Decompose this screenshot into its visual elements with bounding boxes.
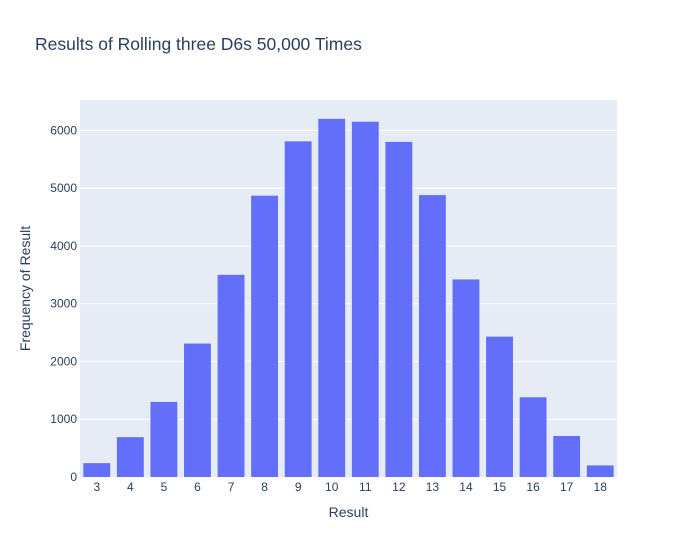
x-tick-label: 7 <box>228 480 235 494</box>
y-axis-ticks: 0 1000 2000 3000 4000 5000 6000 <box>50 123 77 484</box>
bars <box>83 118 614 477</box>
bar-10 <box>318 118 346 477</box>
x-tick-label: 5 <box>161 480 168 494</box>
y-tick-label: 6000 <box>50 123 77 137</box>
x-axis-title: Result <box>329 504 369 520</box>
bar-5 <box>150 401 178 477</box>
x-tick-label: 9 <box>295 480 302 494</box>
bar-8 <box>251 195 279 477</box>
x-tick-label: 18 <box>594 480 608 494</box>
y-axis-title: Frequency of Result <box>17 226 33 351</box>
bar-11 <box>351 121 379 477</box>
x-tick-label: 15 <box>493 480 507 494</box>
x-tick-label: 10 <box>325 480 339 494</box>
y-tick-label: 1000 <box>50 412 77 426</box>
x-tick-label: 6 <box>194 480 201 494</box>
bar-6 <box>184 343 211 477</box>
y-tick-label: 0 <box>70 470 77 484</box>
y-tick-label: 5000 <box>50 181 77 195</box>
x-tick-label: 11 <box>359 480 372 494</box>
x-axis-ticks: 3 4 5 6 7 8 9 10 11 12 13 14 15 16 17 18 <box>93 480 607 494</box>
x-tick-label: 4 <box>127 480 134 494</box>
bar-18 <box>586 465 614 477</box>
x-tick-label: 14 <box>459 480 473 494</box>
bar-13 <box>418 195 446 477</box>
y-tick-label: 4000 <box>50 239 77 253</box>
bar-15 <box>486 336 513 477</box>
bar-14 <box>452 279 480 477</box>
bar-9 <box>284 141 312 477</box>
bar-7 <box>217 274 245 477</box>
bar-17 <box>553 435 581 477</box>
x-tick-label: 13 <box>426 480 440 494</box>
bar-4 <box>116 437 144 477</box>
bar-12 <box>385 141 413 477</box>
x-tick-label: 16 <box>526 480 540 494</box>
bar-16 <box>519 397 547 477</box>
x-tick-label: 12 <box>392 480 406 494</box>
chart-title: Results of Rolling three D6s 50,000 Time… <box>35 34 362 54</box>
y-tick-label: 3000 <box>50 297 77 311</box>
x-tick-label: 8 <box>261 480 268 494</box>
y-tick-label: 2000 <box>50 354 77 368</box>
x-tick-label: 17 <box>560 480 574 494</box>
bar-3 <box>83 463 111 477</box>
x-tick-label: 3 <box>93 480 100 494</box>
